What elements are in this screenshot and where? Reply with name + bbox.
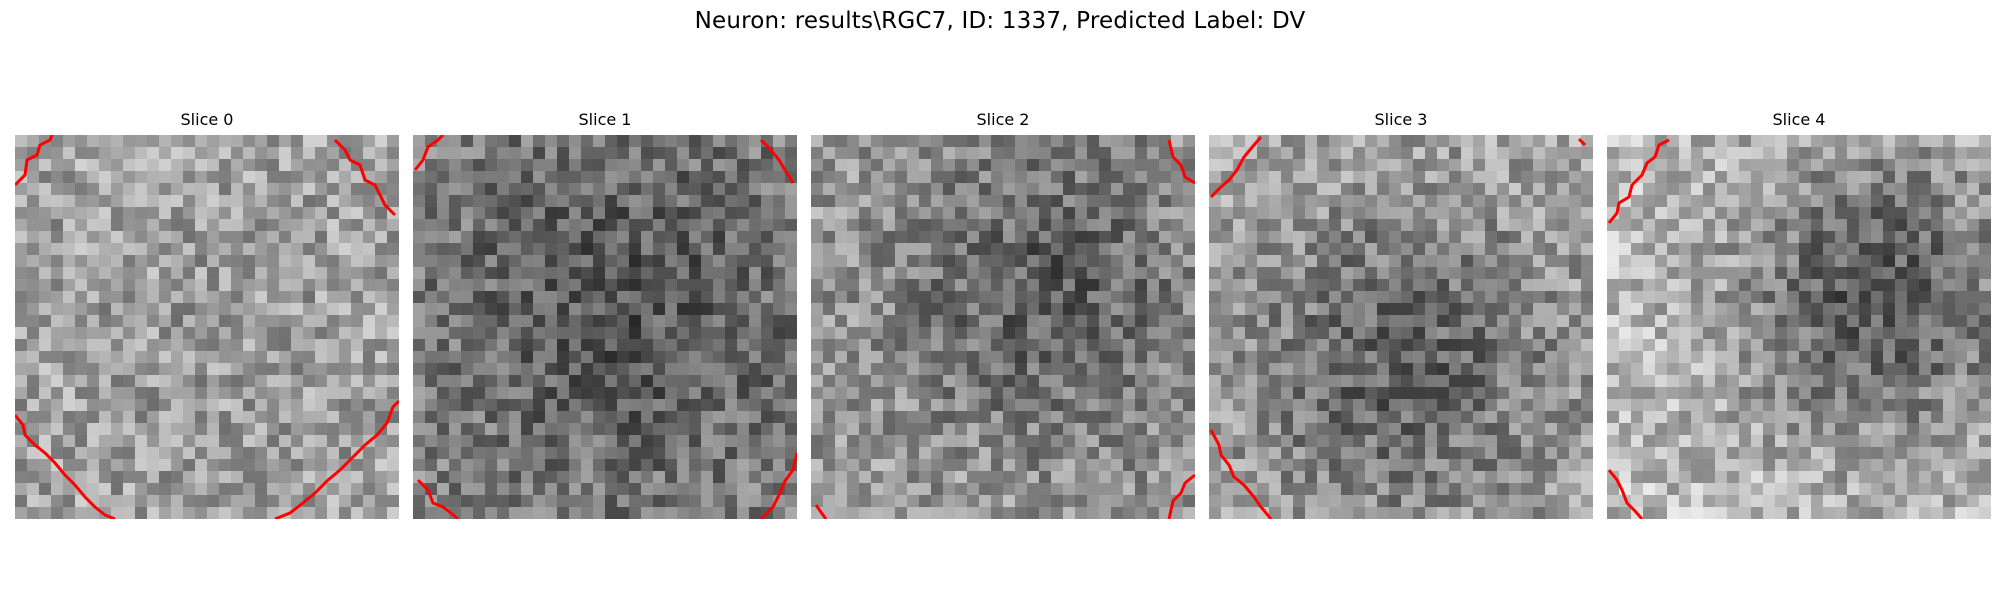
slice-panel-3: Slice 3	[1209, 108, 1593, 519]
slice-image	[1209, 135, 1593, 519]
slice-title: Slice 4	[1772, 110, 1826, 129]
pixel-grid	[1209, 135, 1593, 519]
pixel-grid	[413, 135, 797, 519]
slice-panel-2: Slice 2	[811, 108, 1195, 519]
slice-image	[1607, 135, 1991, 519]
slice-panel-0: Slice 0	[15, 108, 399, 519]
slice-title: Slice 3	[1374, 110, 1428, 129]
slice-title: Slice 0	[180, 110, 234, 129]
contour-overlay	[1209, 136, 1587, 519]
slice-image	[15, 135, 399, 519]
figure-title: Neuron: results\RGC7, ID: 1337, Predicte…	[694, 8, 1306, 34]
slice-title: Slice 1	[578, 110, 632, 129]
slice-image	[811, 135, 1195, 519]
contour-overlay	[814, 139, 1195, 519]
slice-title: Slice 2	[976, 110, 1030, 129]
slice-panel-4: Slice 4	[1607, 108, 1991, 519]
slice-image	[413, 135, 797, 519]
slice-panel-1: Slice 1	[413, 108, 797, 519]
pixel-grid	[1607, 135, 1991, 519]
contour-overlay	[15, 135, 399, 519]
contour-overlay	[1607, 138, 1670, 519]
pixel-grid	[15, 135, 399, 519]
pixel-grid	[811, 135, 1195, 519]
contour-overlay	[413, 135, 797, 519]
